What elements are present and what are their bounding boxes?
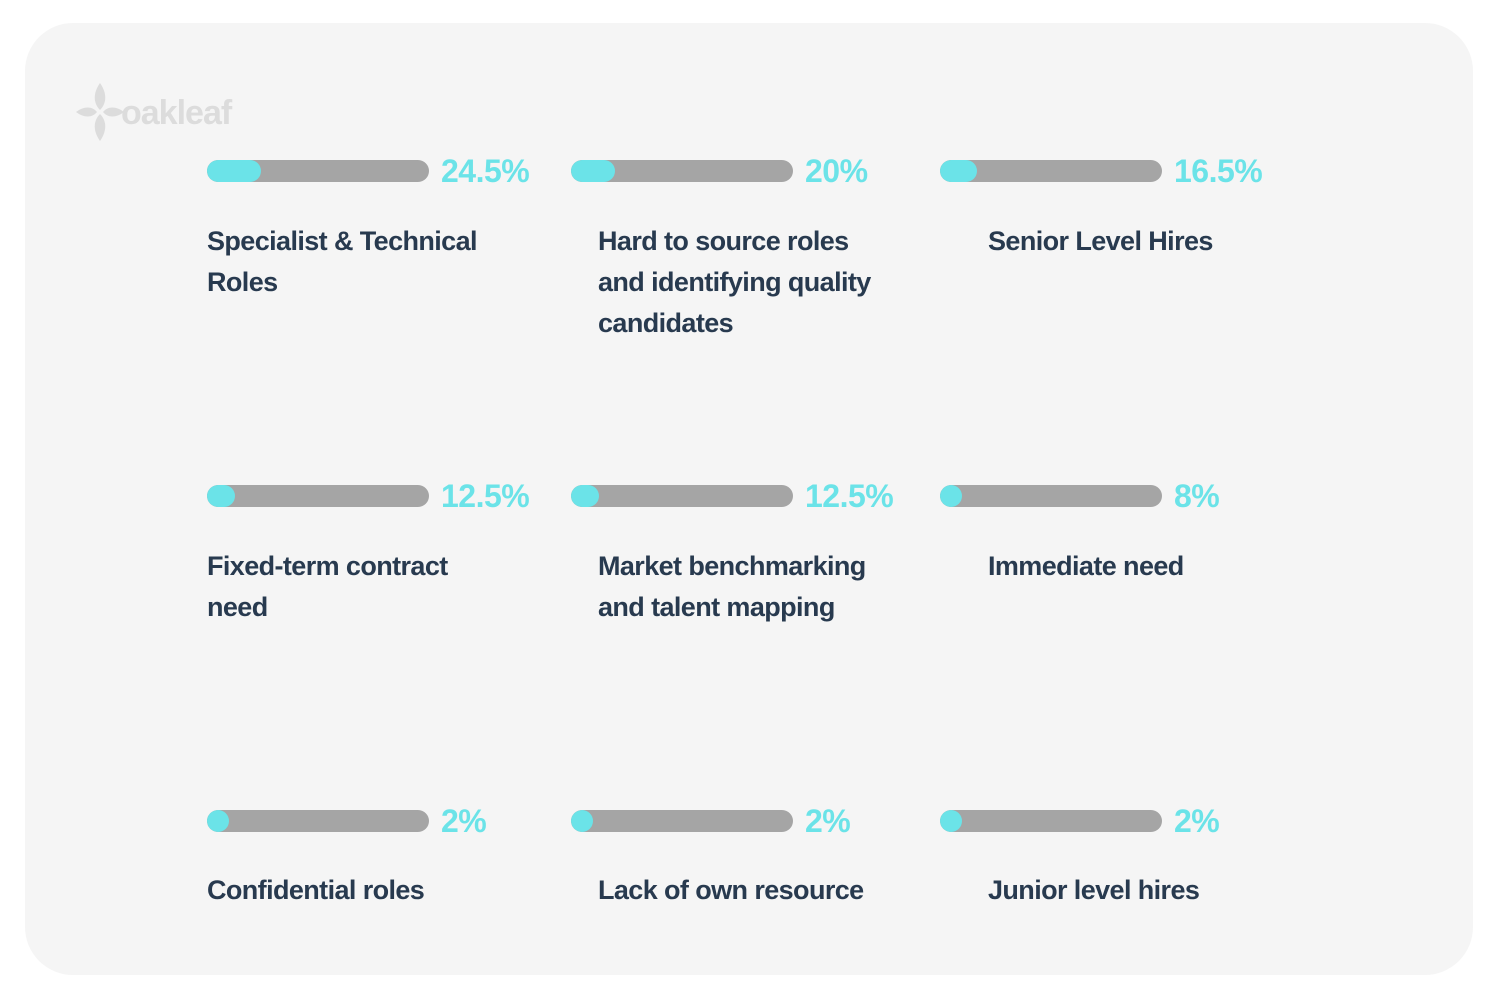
percentage-label: 12.5%: [805, 478, 894, 514]
percentage-label: 8%: [1174, 478, 1220, 514]
category-label: Senior Level Hires: [988, 226, 1213, 256]
progress-track: [940, 810, 1162, 832]
category-label: Market benchmarking and talent mapping: [598, 551, 866, 622]
progress-track: [571, 810, 793, 832]
percentage-label: 16.5%: [1174, 153, 1263, 189]
progress-fill: [571, 810, 593, 832]
progress-fill: [940, 810, 962, 832]
progress-track: [571, 160, 793, 182]
category-label: Immediate need: [988, 551, 1184, 581]
category-label: Confidential roles: [207, 875, 425, 905]
progress-fill: [207, 160, 262, 182]
percentage-label: 24.5%: [441, 153, 530, 189]
percentage-label: 2%: [1174, 803, 1220, 839]
category-label: Lack of own resource: [598, 875, 864, 905]
four-petal-leaf-icon: [76, 83, 124, 141]
percentage-label: 2%: [805, 803, 851, 839]
oakleaf-logo: oakleaf: [75, 81, 232, 143]
percentage-label: 12.5%: [441, 478, 530, 514]
category-label: Fixed-term contract need: [207, 551, 448, 622]
category-label: Hard to source roles and identifying qua…: [598, 226, 871, 338]
logo-wordmark: oakleaf: [121, 93, 232, 132]
progress-track: [207, 485, 429, 507]
percentage-label: 2%: [441, 803, 487, 839]
progress-track: [207, 810, 429, 832]
progress-fill: [571, 485, 599, 507]
category-label: Specialist & Technical Roles: [207, 226, 478, 297]
progress-track: [571, 485, 793, 507]
percentage-label: 20%: [805, 153, 868, 189]
progress-fill: [207, 810, 229, 832]
progress-track: [940, 160, 1162, 182]
progress-track: [207, 160, 429, 182]
category-label: Junior level hires: [988, 875, 1200, 905]
progress-fill: [940, 160, 977, 182]
progress-track: [940, 485, 1162, 507]
progress-fill: [571, 160, 616, 182]
progress-fill: [940, 485, 962, 507]
progress-fill: [207, 485, 235, 507]
